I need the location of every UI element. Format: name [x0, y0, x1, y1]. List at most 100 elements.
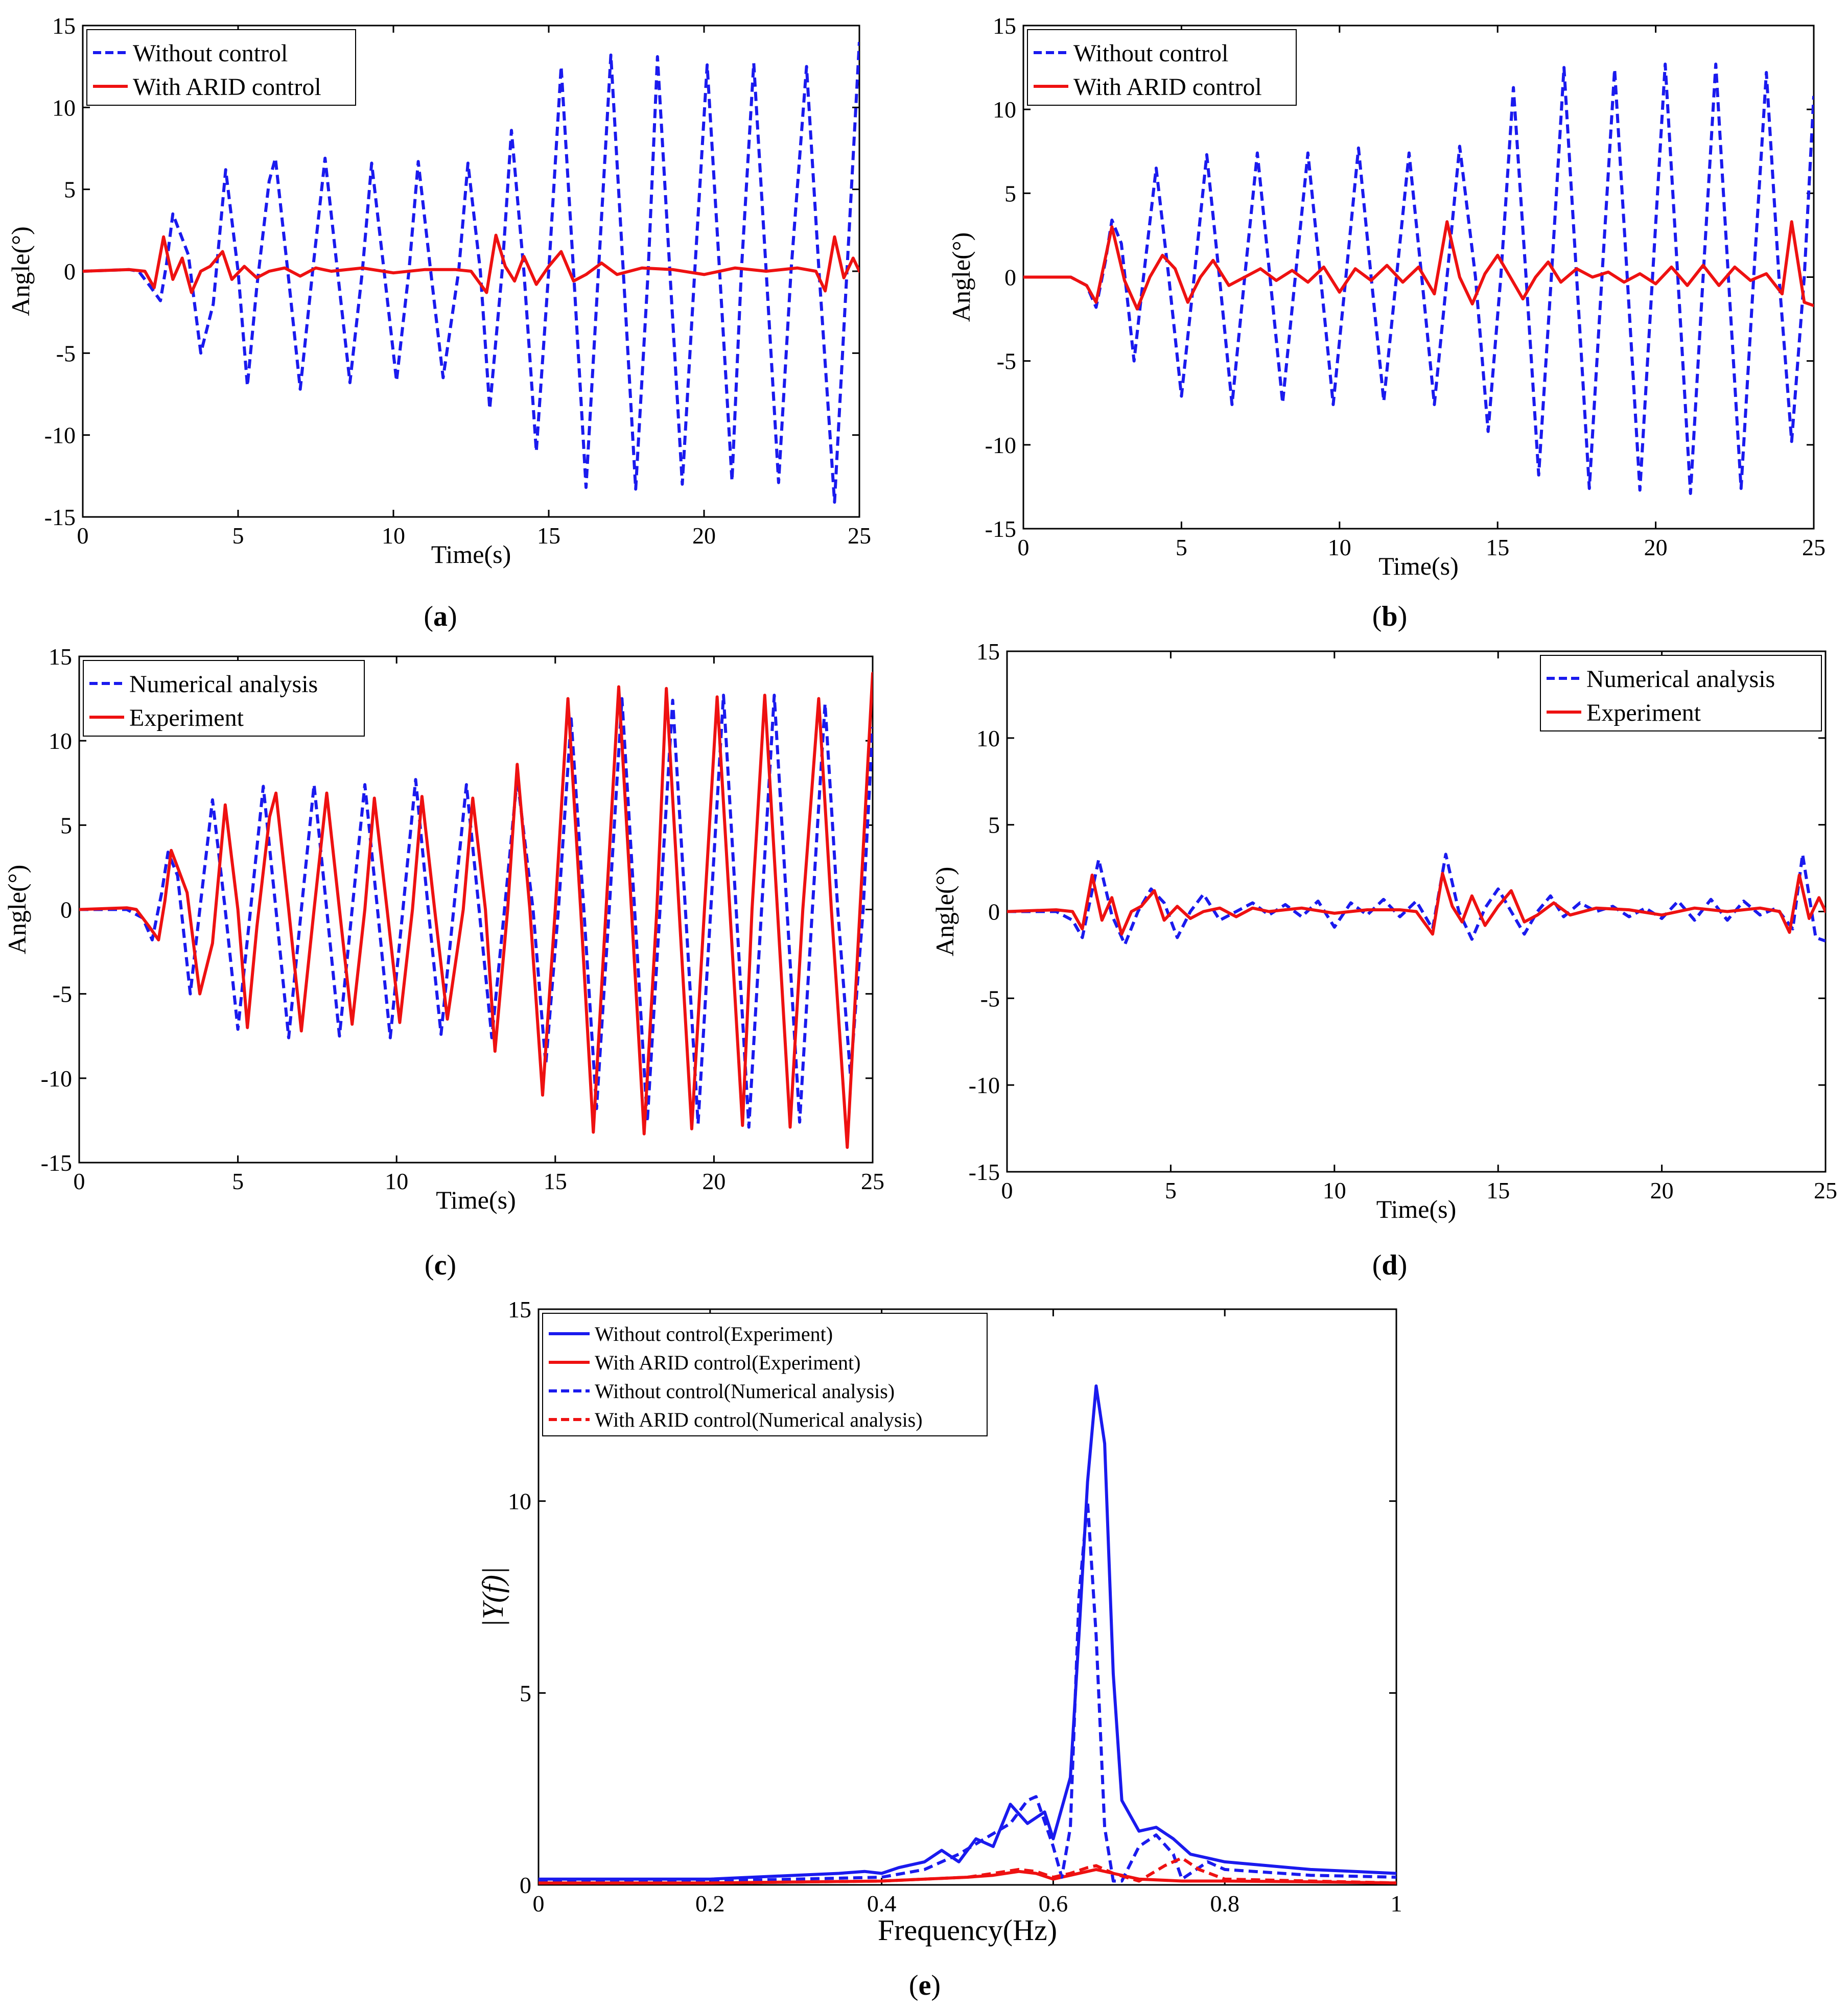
legend-box [86, 29, 356, 106]
legend-entry: Without control(Numerical analysis) [595, 1380, 895, 1403]
legend-entry: Numerical analysis [1586, 666, 1775, 693]
caption-paren-close: ) [1398, 601, 1408, 632]
y-tick-label: 10 [976, 725, 1000, 751]
legend: Without control With ARID control [86, 29, 356, 106]
legend-entry: Numerical analysis [129, 671, 318, 698]
x-tick-label: 1 [1391, 1890, 1402, 1917]
series-line-without-control-numerical-analysis- [539, 1499, 1396, 1883]
series-line-numerical-analysis [79, 694, 873, 1129]
y-tick-label: -15 [44, 504, 76, 530]
x-tick-label: 0 [533, 1890, 545, 1917]
x-tick-label: 0 [1018, 534, 1030, 560]
panel-caption: (a) [424, 601, 457, 632]
series-line-experiment [1007, 871, 1826, 936]
chart-e: 0 0.2 0.4 0.6 0.8 1051015Frequency(Hz)|Y(f)|W… [476, 1296, 1402, 2001]
y-tick-label: 0 [1004, 265, 1016, 291]
y-tick-label: -15 [41, 1150, 72, 1176]
y-tick-label: 0 [520, 1872, 531, 1898]
legend-box [83, 660, 365, 737]
y-tick-label: 10 [49, 728, 72, 754]
x-tick-label: 10 [385, 1168, 408, 1194]
x-tick-label: 20 [692, 523, 716, 549]
x-tick-label: 5 [232, 523, 244, 549]
caption-paren-open: ( [909, 1970, 919, 2001]
x-tick-label: 5 [1165, 1177, 1177, 1203]
legend-box [1027, 29, 1297, 106]
x-axis-label: Time(s) [1376, 1195, 1457, 1223]
x-tick-label: 15 [1486, 1177, 1510, 1203]
y-tick-label: 0 [988, 899, 1000, 925]
y-tick-label: -10 [44, 422, 76, 448]
series-line-with-arid-control [83, 233, 859, 294]
x-tick-label: 20 [1644, 534, 1668, 560]
panel-caption: (e) [909, 1970, 941, 2001]
y-tick-label: 10 [52, 94, 76, 121]
chart-d: 0 5 10 15 20 25 -15 -10 -5 0 5 10 15 Time(s) Angle(°) N… [930, 639, 1837, 1281]
series-group [79, 672, 873, 1149]
x-tick-label: 15 [537, 523, 560, 549]
legend-box [542, 1313, 988, 1436]
x-tick-label: 25 [1814, 1177, 1837, 1203]
series-line-without-control [83, 41, 859, 504]
x-tick-label: 0 [74, 1168, 85, 1194]
x-tick-label: 0.4 [867, 1890, 897, 1917]
series-group [83, 41, 859, 504]
legend: Without control With ARID control [1027, 29, 1297, 106]
y-axis-label: Angle(°) [930, 867, 959, 957]
chart-c: 0 5 10 15 20 25 -15 -10 -5 0 5 10 15 Time(s) Angle(°) N… [3, 644, 884, 1281]
series-line-experiment [79, 672, 873, 1149]
y-tick-label: 0 [60, 897, 72, 923]
y-tick-label: 10 [993, 97, 1016, 123]
y-tick-label: 10 [508, 1488, 531, 1515]
x-tick-label: 20 [702, 1168, 726, 1194]
y-tick-label: 5 [60, 812, 72, 838]
x-tick-label: 5 [232, 1168, 244, 1194]
caption-letter: e [919, 1970, 931, 2001]
y-tick-label: -10 [41, 1066, 72, 1092]
series-group [1023, 62, 1814, 495]
caption-paren-close: ) [447, 1249, 456, 1281]
y-axis-label: Angle(°) [947, 232, 975, 322]
x-tick-label: 0.8 [1210, 1890, 1239, 1917]
x-axis-label: Time(s) [431, 540, 511, 569]
legend-entry: With ARID control(Numerical analysis) [595, 1408, 923, 1431]
x-tick-label: 20 [1650, 1177, 1674, 1203]
caption-letter: a [433, 601, 448, 632]
charts-container: 0 5 10 15 20 25-15-10-5051015Time(s)Angle(°)W… [3, 13, 1837, 2001]
legend-entry: Without control [133, 40, 288, 67]
y-tick-label: -5 [56, 340, 76, 366]
legend: Numerical analysis Experiment [1540, 655, 1822, 731]
legend: Without control(Experiment) With ARID con… [542, 1313, 988, 1436]
y-tick-label: 5 [988, 812, 1000, 838]
y-axis-label: Angle(°) [3, 865, 31, 955]
y-tick-label: 15 [976, 639, 1000, 665]
y-tick-label: 15 [49, 644, 72, 670]
y-tick-label: 5 [1004, 180, 1016, 206]
series-line-with-arid-control-numerical-analysis- [539, 1856, 1396, 1885]
y-tick-label: -15 [985, 516, 1016, 542]
legend-entry: Without control [1073, 40, 1228, 67]
legend-entry: With ARID control [133, 74, 321, 101]
y-tick-label: 15 [508, 1296, 531, 1322]
chart-b: 0 5 10 15 20 25 -15 -10 -5 0 5 10 15 Time(s) Angle(°) W… [947, 13, 1826, 632]
y-tick-label: -10 [969, 1072, 1000, 1098]
y-tick-label: 5 [64, 177, 76, 203]
x-tick-label: 25 [861, 1168, 884, 1194]
legend-entry: Without control(Experiment) [595, 1322, 833, 1345]
caption-paren-open: ( [1372, 1249, 1382, 1281]
x-tick-label: 0 [77, 523, 89, 549]
x-axis-label: Time(s) [1378, 552, 1459, 580]
x-tick-label: 10 [1328, 534, 1351, 560]
caption-letter: c [434, 1249, 447, 1281]
y-axis-label: |Y(f)| [476, 1567, 509, 1627]
caption-paren-open: ( [1372, 601, 1382, 632]
y-tick-label: -5 [980, 985, 1000, 1011]
legend-box [1540, 655, 1822, 731]
y-axis-label: Angle(°) [6, 226, 35, 316]
caption-paren-open: ( [424, 601, 433, 632]
legend-entry: With ARID control [1073, 74, 1262, 101]
legend-entry: Experiment [129, 704, 244, 731]
x-tick-label: 25 [848, 523, 871, 549]
chart-a: 0 5 10 15 20 25 -15 -10 -5 0 5 10 15 Time(s) Angle(°) W… [6, 13, 871, 632]
x-tick-label: 0 [1001, 1177, 1013, 1203]
